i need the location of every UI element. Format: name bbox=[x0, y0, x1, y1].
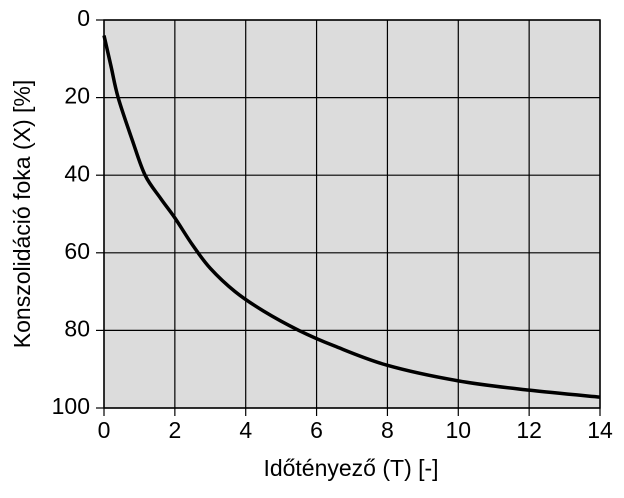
x-axis-label: Időtényező (T) [-] bbox=[263, 455, 438, 481]
x-tick-label: 12 bbox=[516, 417, 542, 443]
y-tick-label: 20 bbox=[64, 83, 90, 109]
data-line bbox=[102, 35, 601, 399]
x-tick-label: 4 bbox=[239, 417, 252, 443]
x-tick-label: 6 bbox=[310, 417, 323, 443]
y-axis-label: Konszolidáció foka (Χ) [%] bbox=[9, 80, 35, 348]
y-tick-label: 0 bbox=[77, 5, 90, 31]
y-tick-label: 80 bbox=[64, 315, 90, 341]
x-tick-label: 2 bbox=[168, 417, 181, 443]
y-tick-label: 100 bbox=[52, 393, 90, 419]
y-tick-label: 40 bbox=[64, 160, 90, 186]
y-tick-label: 60 bbox=[64, 238, 90, 264]
plot-area bbox=[103, 19, 601, 409]
x-tick-label: 10 bbox=[445, 417, 471, 443]
x-tick-label: 8 bbox=[381, 417, 394, 443]
x-tick-label: 0 bbox=[98, 417, 111, 443]
x-tick-label: 14 bbox=[587, 417, 613, 443]
